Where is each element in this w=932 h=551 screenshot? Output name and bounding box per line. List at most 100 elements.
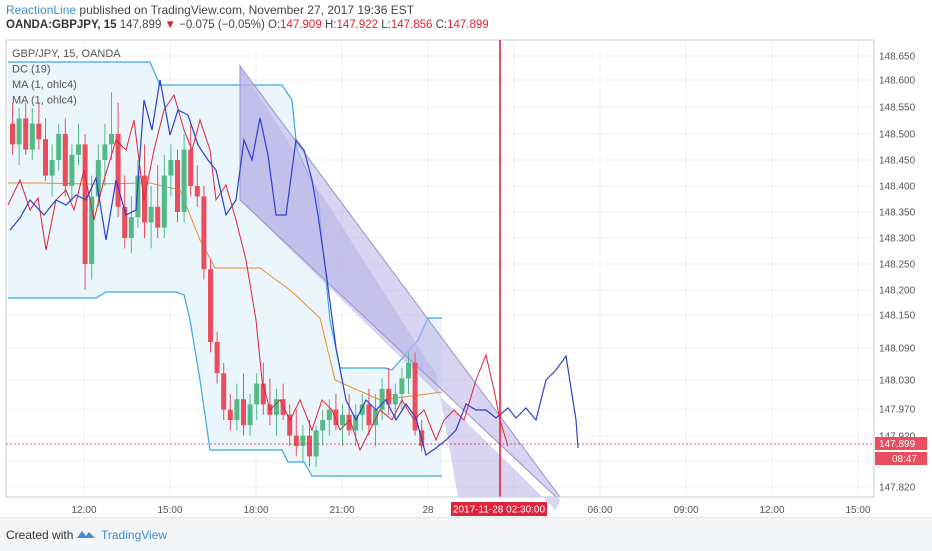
candle-body (135, 175, 141, 218)
y-tick-label: 148.150 (879, 311, 916, 322)
candle-body (340, 414, 345, 426)
created-with-text: Created with (6, 528, 74, 542)
candle-body (293, 435, 299, 446)
published-line: ReactionLine published on TradingView.co… (6, 3, 414, 17)
candle-body (43, 139, 48, 176)
tradingview-link[interactable]: TradingView (101, 528, 168, 542)
candle-body (89, 196, 95, 264)
time-marker-tag (451, 502, 547, 516)
candle-body (300, 435, 306, 446)
current-price-label: 147.899 (879, 439, 916, 450)
candle-body (406, 362, 411, 379)
candle-body (115, 134, 121, 207)
x-tick-label: 06:00 (587, 505, 612, 516)
y-tick-label: 148.200 (879, 286, 916, 297)
candle-body (234, 399, 240, 420)
ma-blue-line (9, 79, 579, 456)
legend-item: MA (1, ohlc4) (12, 79, 77, 91)
open-value: 147.909 (280, 19, 322, 31)
low-label: L: (381, 19, 391, 31)
candle-body (392, 394, 398, 405)
candle-body (221, 373, 227, 410)
change-value: −0.075 (−0.05%) (179, 19, 265, 31)
high-label: H: (324, 19, 337, 31)
last-price: 147.899 (119, 19, 162, 31)
candle-body (353, 414, 359, 431)
candle-body (36, 123, 42, 140)
candle-body (247, 404, 253, 426)
candle-body (181, 149, 187, 212)
price-chart[interactable]: 148.650 148.600 148.550 148.500 148.450 148.4… (0, 0, 932, 517)
candle-body (287, 414, 293, 436)
y-tick-label: 148.550 (879, 103, 916, 114)
x-tick-label: 21:00 (329, 505, 354, 516)
x-tick-label: 09:00 (673, 505, 698, 516)
open-label: O: (268, 19, 281, 31)
candle-body (227, 409, 233, 420)
x-tick-label: 18:00 (243, 505, 268, 516)
candle-body (76, 144, 81, 155)
candle-body (16, 118, 22, 145)
y-tick-label: 148.600 (879, 76, 916, 87)
candle-body (254, 383, 260, 405)
candle-body (122, 206, 128, 238)
legend-item: GBP/JPY, 15, OANDA (12, 48, 121, 60)
x-tick-label: 15:00 (157, 505, 182, 516)
y-tick-label: 148.500 (879, 130, 916, 141)
legend-item: MA (1, ohlc4) (12, 95, 77, 107)
candle-body (49, 160, 55, 176)
candle-body (359, 404, 365, 415)
candle-body (333, 409, 339, 426)
x-tick-label: 12:00 (759, 505, 784, 516)
candle-body (412, 362, 418, 431)
candle-body (161, 175, 167, 228)
published-text: published on TradingView.com, November 2… (76, 3, 415, 17)
y-tick-label: 148.350 (879, 208, 916, 219)
donchian-lower (8, 291, 442, 477)
y-tick-label: 148.030 (879, 376, 916, 387)
candle-body (29, 123, 35, 150)
candle-body (366, 404, 372, 426)
y-tick-label: 148.400 (879, 182, 916, 193)
candle-body (313, 430, 319, 457)
ma-red-line (7, 93, 509, 452)
countdown-tag (875, 452, 927, 465)
x-tick-label: 28 (422, 505, 434, 516)
y-tick-label: 148.450 (879, 156, 916, 167)
candle-body (82, 144, 88, 264)
candle-body (10, 123, 15, 145)
candle-body (102, 144, 108, 160)
y-tick-label: 148.650 (879, 52, 916, 63)
candle-body (386, 388, 392, 405)
legend-item: DC (19) (12, 64, 51, 76)
candle-body (109, 134, 114, 145)
down-arrow-icon: ▼ (164, 19, 176, 31)
candle-body (379, 388, 385, 410)
candle-body (399, 378, 405, 394)
candle-body (307, 435, 312, 457)
symbol-label: OANDA:GBPJPY, 15 (6, 19, 117, 31)
candle-body (148, 206, 154, 223)
candle-body (326, 409, 332, 420)
y-tick-label: 148.250 (879, 260, 916, 271)
author-link[interactable]: ReactionLine (6, 3, 77, 17)
candle-body (168, 160, 174, 176)
close-value: 147.899 (447, 19, 489, 31)
candle-body (274, 399, 279, 415)
y-tick-label: 147.970 (879, 405, 916, 416)
y-tick-label: 147.820 (879, 483, 916, 494)
candle-body (346, 414, 352, 431)
candle-body (62, 134, 68, 186)
x-tick-label: 15:00 (845, 505, 870, 516)
candle-body (201, 196, 207, 270)
y-tick-label: 148.300 (879, 234, 916, 245)
current-price-tag (875, 437, 927, 450)
candle-body (241, 399, 246, 426)
footer-bar: Created with TradingView (0, 517, 932, 551)
candle-body (260, 383, 266, 405)
candle-body (69, 154, 75, 186)
low-value: 147.856 (390, 19, 433, 31)
candle-body (373, 409, 378, 426)
candle-body (95, 160, 101, 197)
candle-body (56, 134, 62, 160)
